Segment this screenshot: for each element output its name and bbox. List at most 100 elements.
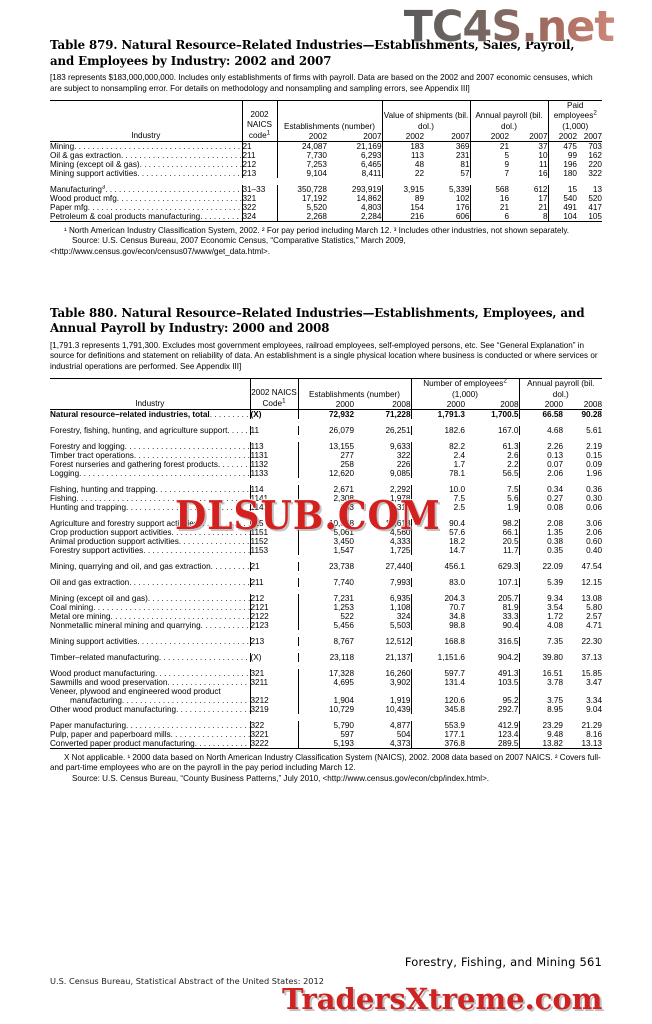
- col-naics: 2002 NAICS code1: [241, 100, 277, 142]
- row-value: 369: [455, 141, 470, 151]
- leader-dots: . . . . . . . . . . . . . . . . . . . . …: [129, 577, 250, 587]
- row-value: 277: [297, 450, 354, 460]
- spacer-row: [50, 435, 602, 442]
- row-label: Converted paper product manufacturing . …: [50, 739, 250, 749]
- row-value: 8,767: [297, 636, 354, 646]
- table-880: Industry 2002 NAICS Code1 Establishments…: [50, 378, 603, 749]
- year-header: 2002: [276, 131, 327, 142]
- col-industry: Industry: [131, 130, 161, 140]
- table-row: Agriculture and forestry support activit…: [50, 518, 602, 528]
- row-value: 3.54: [518, 602, 563, 612]
- table-879: Industry 2002 NAICS code1 Establishments…: [50, 100, 602, 222]
- row-value: 8.16: [586, 729, 602, 739]
- row-value: 23,118: [297, 652, 354, 662]
- row-value: 8,411: [361, 168, 382, 178]
- table-row: Sawmills and wood preservation . . . . .…: [50, 677, 602, 687]
- row-value: 90.4: [502, 620, 519, 630]
- row-value: 0.27: [518, 493, 563, 503]
- row-value: 12,620: [297, 468, 354, 478]
- spacer-row: [50, 714, 602, 721]
- row-naics-code: 211: [241, 150, 277, 160]
- row-naics-code: 3211: [249, 677, 298, 687]
- row-naics-code: 2123: [249, 620, 298, 630]
- year-header: 2007: [583, 131, 602, 141]
- row-value: 13.82: [518, 738, 563, 749]
- row-naics-code: 322: [241, 202, 277, 212]
- row-label: Mining support activities . . . . . . . …: [50, 637, 250, 646]
- row-label: Mining . . . . . . . . . . . . . . . . .…: [50, 141, 242, 151]
- table-row: Mining support activities . . . . . . . …: [50, 168, 602, 178]
- row-value: 6,935: [390, 593, 411, 603]
- row-value: 0.30: [586, 493, 602, 503]
- row-value: 113: [381, 150, 424, 160]
- row-value: 540: [547, 193, 577, 203]
- leader-dots: . . . . . . . . . . . . . . . . . . . . …: [170, 729, 250, 739]
- leader-dots: . . . . . . . . . . . . . . . . . . . . …: [93, 602, 250, 612]
- row-value: 1,904: [297, 695, 354, 705]
- row-value: 11.7: [503, 545, 519, 555]
- row-label: Nonmetallic mineral mining and quarrying…: [50, 621, 250, 630]
- table-row: Mining (except oil & gas) . . . . . . . …: [50, 159, 602, 169]
- table-row: Forestry, fishing, hunting, and agricult…: [50, 425, 602, 435]
- row-value: 7.35: [518, 636, 563, 646]
- leader-dots: . . . . . . . . . . . . . . . . . . . . …: [124, 441, 250, 451]
- leader-dots: . . . . . . . . . . . . . . . . . . . . …: [143, 545, 250, 555]
- leader-dots: . . . . . . . . . . . . . . . . . . . . …: [155, 484, 250, 494]
- row-value: 72,932: [297, 409, 354, 419]
- row-value: 204.3: [410, 593, 465, 603]
- row-value: 491: [547, 202, 577, 212]
- row-naics-code: 212: [249, 593, 298, 603]
- row-value: 3,915: [381, 184, 424, 194]
- table-879-title: Table 879. Natural Resource–Related Indu…: [50, 38, 575, 68]
- leader-dots: . . . . . . . . . . . . . . . . . . . . …: [154, 668, 250, 678]
- row-naics-code: 3212: [249, 695, 298, 705]
- row-value: 9,085: [390, 468, 411, 478]
- row-value: 376.8: [410, 738, 465, 749]
- row-value: 4,560: [390, 527, 411, 537]
- table-880-body: Natural resource–related industries, tot…: [50, 409, 603, 749]
- row-label: Mining (except oil and gas) . . . . . . …: [50, 594, 250, 603]
- col-industry: Industry: [135, 398, 165, 408]
- row-value: 0.34: [518, 484, 563, 494]
- table-879-source: Source: U.S. Census Bureau, 2007 Economi…: [50, 236, 406, 256]
- row-naics-code: 115: [249, 518, 298, 528]
- row-value: 183: [381, 141, 424, 151]
- row-value: 27,440: [385, 561, 411, 571]
- row-value: 95.2: [502, 695, 519, 705]
- row-value: 82.2: [410, 441, 465, 451]
- row-value: 22.30: [581, 636, 603, 646]
- row-value: 2.19: [586, 441, 602, 451]
- row-value: 322: [396, 450, 411, 460]
- row-value: 2.57: [586, 611, 602, 621]
- row-value: 5,193: [297, 738, 354, 749]
- row-naics-code: 1153: [249, 545, 298, 555]
- row-value: 70.7: [410, 602, 465, 612]
- row-value: 553.9: [410, 720, 465, 730]
- table-row: Mining (except oil and gas) . . . . . . …: [50, 593, 602, 603]
- row-value: 568: [469, 184, 509, 194]
- row-value: 2,292: [390, 484, 411, 494]
- row-value: 0.08: [518, 502, 563, 512]
- leader-dots: . . . . . . . . . . . . . . . . . . . . …: [176, 704, 250, 714]
- table-row: Forestry support activities . . . . . . …: [50, 545, 602, 555]
- row-value: 98.8: [410, 620, 465, 630]
- row-value: 5,790: [297, 720, 354, 730]
- row-value: [465, 687, 519, 696]
- row-value: 10,058: [297, 518, 354, 528]
- row-value: [410, 686, 465, 696]
- row-value: 120.6: [410, 695, 465, 705]
- row-value: 23,738: [297, 561, 354, 571]
- row-value: 105: [588, 211, 602, 221]
- row-value: 162: [588, 150, 602, 160]
- row-value: 350,728: [276, 184, 327, 194]
- row-value: 5.80: [586, 602, 602, 612]
- leader-dots: . . . . . . . . . . . . . . . . . . . . …: [147, 593, 250, 603]
- row-value: 1.9: [507, 502, 519, 512]
- row-label: Paper manufacturing . . . . . . . . . . …: [50, 721, 250, 730]
- table-880-title: Table 880. Natural Resource–Related Indu…: [50, 305, 585, 336]
- table-row: Forestry and logging . . . . . . . . . .…: [50, 441, 602, 451]
- row-value: 6: [469, 211, 509, 222]
- leader-dots: . . . . . . . . . . . . . . . . . . . . …: [110, 611, 250, 621]
- row-label: Fishing, hunting and trapping . . . . . …: [50, 485, 250, 494]
- table-row: Metal ore mining . . . . . . . . . . . .…: [50, 611, 602, 621]
